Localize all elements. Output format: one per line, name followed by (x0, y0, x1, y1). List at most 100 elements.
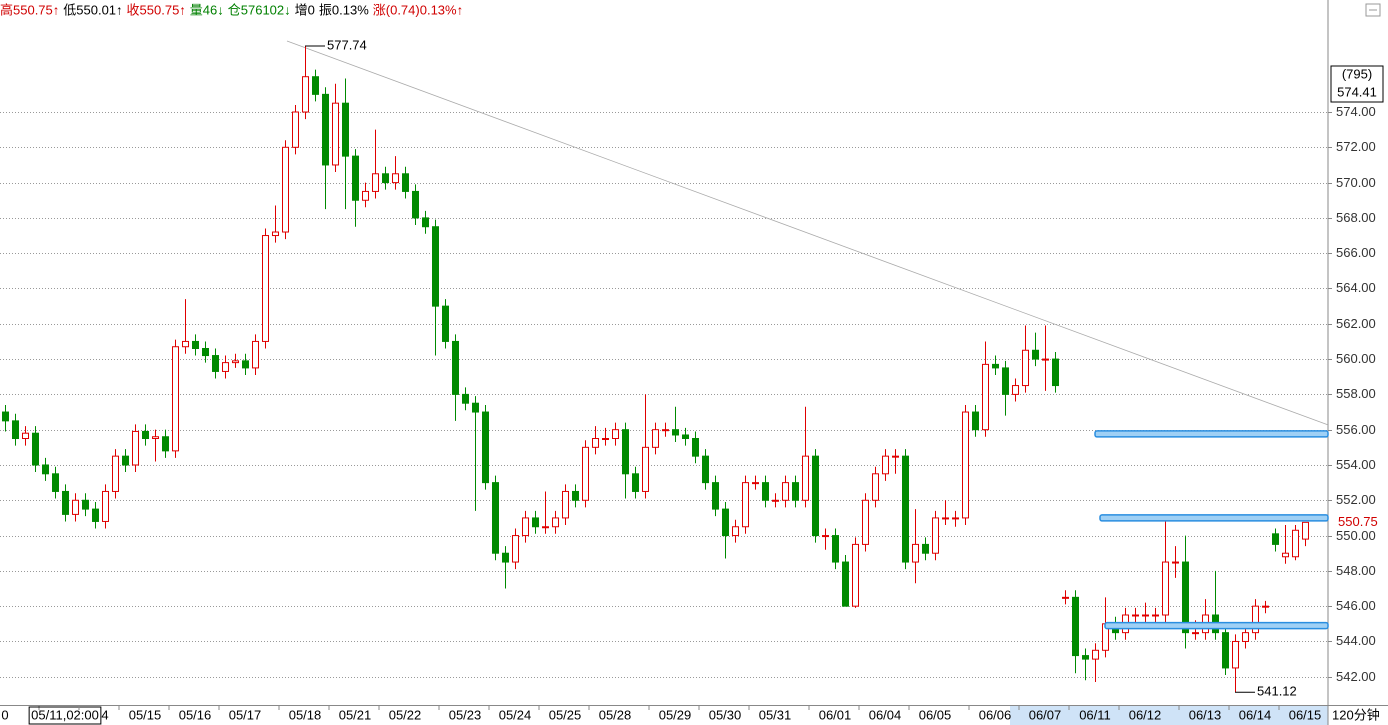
candle-body (42, 464, 49, 475)
candle-body (902, 455, 909, 563)
y-tick-label: 546.00 (1336, 598, 1376, 613)
x-tick-label: 05/11,02:00 (31, 707, 99, 722)
candle-body (512, 535, 519, 563)
candle-body (122, 455, 129, 466)
candle-body (412, 190, 419, 219)
candle-body (1302, 521, 1309, 540)
x-tick-label: 05/28 (599, 707, 632, 722)
candle-body (1092, 649, 1099, 660)
header-item: 振0.13% (319, 2, 369, 17)
candle-body (942, 517, 949, 520)
candle-body (1002, 367, 1009, 395)
candle-body (742, 482, 749, 528)
y-tick-label: 566.00 (1336, 245, 1376, 260)
candle-body (472, 402, 479, 413)
period-label: 120分钟 (1332, 707, 1380, 722)
high-marker-label: 577.74 (327, 37, 367, 52)
candle-body (562, 490, 569, 519)
candle-body (152, 436, 159, 440)
x-tick-label: 06/12 (1129, 707, 1162, 722)
candle-body (22, 432, 29, 440)
candle-body (252, 340, 259, 369)
y-tick-label: 550.00 (1336, 528, 1376, 543)
candle-body (582, 446, 589, 501)
header-item: 仓576102↓ (228, 2, 291, 17)
candle-body (392, 173, 399, 184)
candle-body (242, 360, 249, 369)
x-tick-label: 05/18 (289, 707, 322, 722)
candle-body (692, 438, 699, 457)
candle-body (1242, 632, 1249, 642)
x-tick-label: 06/14 (1239, 707, 1272, 722)
support-line (1094, 430, 1329, 438)
candle-body (332, 102, 339, 166)
candle-body (1082, 655, 1089, 660)
header-item: 量46↓ (190, 2, 224, 17)
header-item: 增0 (295, 2, 315, 17)
trendline (286, 40, 1329, 426)
candle-body (952, 517, 959, 520)
x-tick-label: 06/07 (1029, 707, 1062, 722)
header-item: 涨(0.74)0.13%↑ (373, 2, 463, 17)
y-tick-label: 556.00 (1336, 422, 1376, 437)
candle-body (872, 473, 879, 501)
candle-body (912, 543, 919, 563)
candle-body (622, 429, 629, 475)
candle-body (1012, 385, 1019, 395)
x-tick-label: 06/01 (819, 707, 852, 722)
y-tick-label: 572.00 (1336, 139, 1376, 154)
cursor-count: (795) (1342, 66, 1372, 81)
x-tick-label: 06/11 (1079, 707, 1111, 722)
candle-body (32, 432, 39, 466)
y-tick-label: 544.00 (1336, 633, 1376, 648)
candle-body (452, 340, 459, 395)
x-tick-label: 05/25 (549, 707, 582, 722)
candle-body (382, 173, 389, 184)
candle-body (462, 393, 469, 404)
header-item: 高550.75↑ (0, 2, 59, 17)
candle-body (442, 305, 449, 342)
candle-body (62, 490, 69, 515)
candle-body (1292, 529, 1299, 558)
candle-body (322, 93, 329, 166)
candle-body (402, 173, 409, 192)
candle-body (612, 429, 619, 440)
candle-body (222, 362, 229, 372)
candle-body (552, 517, 559, 528)
candle-body (162, 436, 169, 452)
candle-body (312, 76, 319, 95)
candle-body (712, 482, 719, 510)
candle-body (822, 535, 829, 538)
candle-body (262, 235, 269, 342)
candle-body (972, 411, 979, 431)
candle-body (782, 482, 789, 501)
candle-body (632, 473, 639, 492)
candle-body (192, 340, 199, 349)
candle-body (422, 217, 429, 228)
candle-body (662, 429, 669, 432)
candle-body (372, 173, 379, 192)
candle-body (962, 411, 969, 519)
candle-body (502, 552, 509, 563)
candle-body (112, 455, 119, 492)
candle-body (832, 535, 839, 563)
candle-body (1132, 614, 1139, 617)
y-tick-label: 542.00 (1336, 669, 1376, 684)
x-tick-label: 05/16 (179, 707, 212, 722)
y-tick-label: 564.00 (1336, 280, 1376, 295)
candle-body (642, 446, 649, 492)
candle-body (1272, 533, 1279, 545)
x-tick-label: 05/22 (389, 707, 422, 722)
candle-body (52, 473, 59, 492)
candle-body (862, 499, 869, 545)
candle-body (1252, 605, 1259, 634)
candle-body (1162, 561, 1169, 616)
candle-body (812, 455, 819, 537)
cursor-box (1330, 65, 1384, 103)
candle-body (542, 526, 549, 529)
candle-body (1032, 349, 1039, 360)
candle-body (272, 231, 279, 237)
candle-body (922, 543, 929, 554)
x-tick-label: 06/05 (919, 707, 952, 722)
